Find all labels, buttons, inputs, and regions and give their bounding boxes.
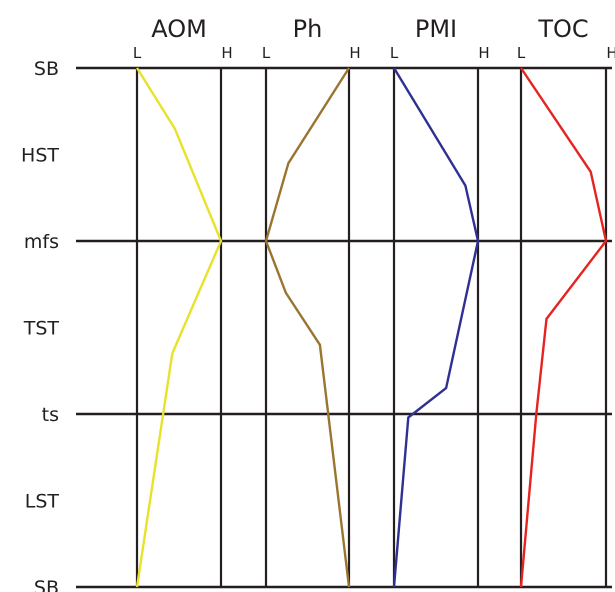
panel-ph-high-label: H [349, 44, 360, 62]
series-toc-line [519, 67, 608, 588]
panel-pmi-high-label: H [478, 44, 489, 62]
panel-title-toc: TOC [537, 15, 588, 43]
panel-aom-high-label: H [221, 44, 232, 62]
series-ph-line [264, 67, 351, 588]
series-pmi-line [392, 67, 480, 588]
y-label-sb-6: SB [34, 577, 59, 592]
y-label-tst-3: TST [23, 318, 60, 340]
panel-aom-low-label: L [133, 44, 142, 62]
panel-title-aom: AOM [151, 15, 207, 43]
panel-pmi-low-label: L [390, 44, 399, 62]
panel-ph-low-label: L [262, 44, 271, 62]
series-aom-line [135, 67, 223, 588]
panel-toc-high-label: H [606, 44, 615, 62]
y-label-ts-4: ts [42, 404, 59, 426]
y-label-mfs-2: mfs [24, 231, 59, 253]
panel-toc-low-label: L [517, 44, 526, 62]
panel-title-pmi: PMI [415, 15, 457, 43]
y-label-sb-0: SB [34, 58, 59, 80]
y-label-hst-1: HST [21, 145, 59, 167]
panel-title-ph: Ph [293, 15, 323, 43]
y-label-lst-5: LST [25, 491, 60, 513]
